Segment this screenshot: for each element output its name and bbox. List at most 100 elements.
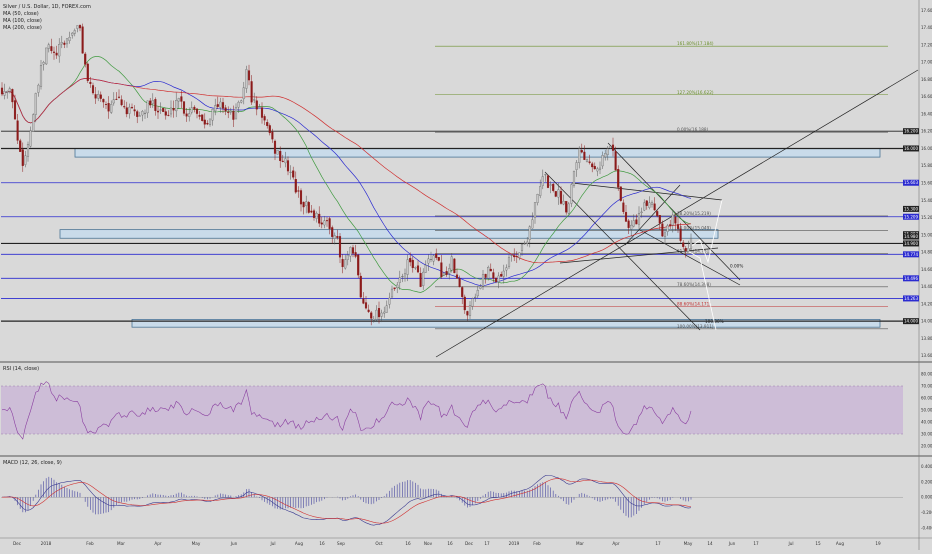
projection-up <box>685 199 723 264</box>
price-badge-bg <box>903 295 919 302</box>
candle-body <box>247 70 251 81</box>
candle-body <box>596 168 599 172</box>
candle-182 <box>474 293 477 302</box>
candle-245 <box>637 206 641 229</box>
candle-96 <box>250 75 253 105</box>
candle-181 <box>471 297 474 310</box>
candle-73 <box>190 101 193 115</box>
candle-121 <box>315 211 318 223</box>
candle-body <box>455 274 459 279</box>
candle-239 <box>622 199 625 215</box>
time-tick-26: Jul <box>787 541 793 546</box>
candle-265 <box>689 233 693 250</box>
candle-body <box>237 101 240 108</box>
candle-body <box>128 106 131 114</box>
candle-body <box>242 87 245 100</box>
candle-128 <box>333 232 336 245</box>
candle-8 <box>21 142 24 172</box>
candle-body <box>89 81 92 84</box>
candle-body <box>84 53 87 65</box>
candles <box>0 23 693 326</box>
candle-52 <box>136 109 139 124</box>
candle-110 <box>286 156 290 176</box>
price-badge-8: 14.774 <box>903 251 919 258</box>
candle-200 <box>520 243 524 256</box>
candle-body <box>125 107 128 115</box>
candle-body <box>380 312 383 317</box>
candle-225 <box>585 158 589 163</box>
trend-line-0 <box>435 69 919 358</box>
macd-label[interactable]: MACD (12, 26, close, 9) <box>3 460 62 466</box>
candle-189 <box>492 268 495 283</box>
candle-body <box>50 46 53 52</box>
time-tick-22: May <box>684 541 693 546</box>
candle-body <box>68 37 71 41</box>
candle-body <box>281 160 284 162</box>
candle-248 <box>645 200 648 210</box>
ma50-label[interactable]: MA (50, close) <box>3 11 39 17</box>
candle-body <box>656 211 659 216</box>
candle-100 <box>260 102 264 124</box>
candle-203 <box>528 225 531 248</box>
macd-tick-2: 0.0000 <box>921 495 932 500</box>
candle-body <box>3 91 6 96</box>
candle-body <box>328 218 331 229</box>
candle-body <box>388 297 391 305</box>
candle-156 <box>406 254 409 282</box>
candle-body <box>253 99 256 101</box>
candle-152 <box>396 281 399 294</box>
candle-body <box>219 101 222 108</box>
candle-183 <box>476 286 479 299</box>
candle-body <box>463 296 466 311</box>
candle-172 <box>448 263 451 280</box>
candle-122 <box>318 206 321 227</box>
time-tick-4: Apr <box>154 541 162 546</box>
candle-body <box>320 222 323 225</box>
candle-body <box>531 219 534 229</box>
time-tick-9: 16 <box>319 541 325 546</box>
fib-label-0: 161.80%(17.184) <box>677 41 714 46</box>
fib-label-6: 78.60%(14.398) <box>677 282 711 287</box>
candle-120 <box>312 208 316 221</box>
candle-body <box>364 302 368 309</box>
candle-body <box>107 103 110 112</box>
candle-206 <box>536 193 539 206</box>
price-axis[interactable]: 17.600 17.400 17.200 17.000 16.800 16.600 16.4… <box>921 8 932 358</box>
candle-body <box>505 267 508 271</box>
candle-139 <box>362 292 365 305</box>
candle-222 <box>578 146 581 169</box>
annotation-0pct: 0.00% <box>730 264 743 269</box>
candle-23 <box>60 35 63 49</box>
candle-178 <box>463 294 466 314</box>
rsi-label[interactable]: RSI (14, close) <box>3 366 40 372</box>
rsi-tick-5: 30.0000 <box>921 432 932 437</box>
candle-body <box>162 108 165 112</box>
candle-218 <box>567 202 570 215</box>
price-badge-label: 15.300 <box>904 206 918 211</box>
candle-body <box>289 171 292 173</box>
candle-body <box>302 201 305 208</box>
candle-body <box>120 99 123 106</box>
candle-body <box>21 149 24 166</box>
candle-body <box>221 102 225 109</box>
candle-body <box>411 259 414 269</box>
candle-body <box>102 99 105 103</box>
candle-body <box>658 215 661 224</box>
candle-37 <box>97 90 100 102</box>
candle-body <box>435 253 438 258</box>
candle-body <box>268 125 271 134</box>
candle-body <box>8 88 11 92</box>
candle-body <box>549 184 552 186</box>
candle-94 <box>245 65 248 93</box>
candle-162 <box>422 268 425 290</box>
time-axis[interactable]: Dec 2018 Feb Mar Apr May Jun Jul Aug 16 Sep Oct 16 No… <box>13 541 881 546</box>
candle-260 <box>676 217 680 233</box>
candle-54 <box>141 109 144 122</box>
candle-body <box>271 131 274 140</box>
candle-body <box>474 296 477 298</box>
price-badge-bg <box>903 318 919 325</box>
candle-body <box>11 89 14 103</box>
candle-9 <box>24 150 27 168</box>
ma100-label[interactable]: MA (100, close) <box>3 18 42 24</box>
ma200-label[interactable]: MA (200, close) <box>3 25 42 31</box>
